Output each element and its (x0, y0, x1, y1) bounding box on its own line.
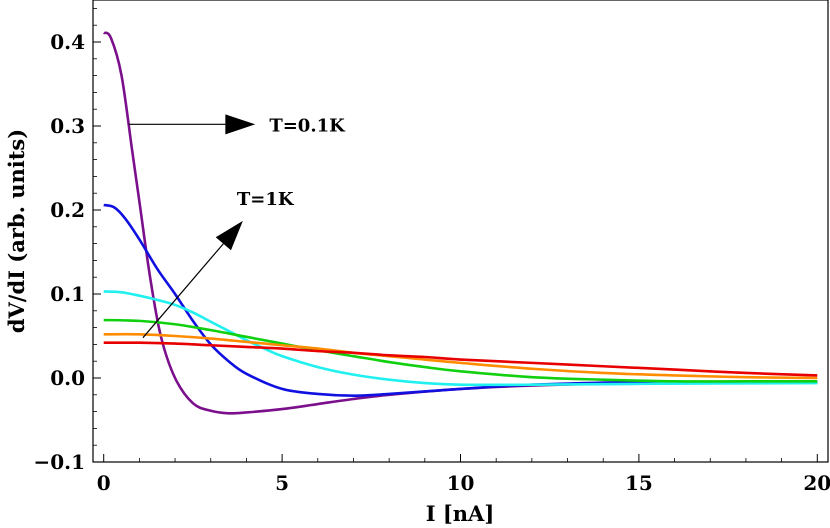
series-layer (102, 31, 818, 415)
x-tick-label: 15 (625, 471, 653, 495)
series-line-4 (103, 318, 818, 383)
series-line-1 (102, 31, 818, 415)
x-tick-label: 10 (447, 471, 475, 495)
y-tick-label: 0.0 (50, 366, 85, 390)
series-line-6 (103, 341, 818, 377)
annotation-layer: T=0.1K T=1K (128, 114, 346, 339)
annotation-label: T=1K (237, 189, 295, 210)
annotation-arrow-head (215, 220, 243, 251)
y-tick-label: 0.4 (50, 30, 85, 54)
x-tick-label: 20 (803, 471, 830, 495)
x-tick-label: 0 (97, 471, 111, 495)
y-tick-label: 0.3 (50, 114, 85, 138)
series-line-2 (103, 203, 818, 397)
y-tick-label: −0.1 (33, 450, 85, 474)
y-axis-title: dV/dI (arb. units) (4, 129, 29, 333)
annotation-arrow-head (225, 114, 256, 135)
plot-frame (92, 0, 829, 463)
ticks-layer: 0 5 10 15 20 −0.1 0.0 0.1 0.2 0.3 0.4 (33, 7, 830, 495)
x-tick-label: 5 (275, 471, 289, 495)
y-tick-label: 0.2 (50, 198, 85, 222)
y-tick-label: 0.1 (50, 282, 85, 306)
series-line-3 (103, 290, 818, 387)
annotation-arrow-line (142, 243, 224, 339)
x-axis-title: I [nA] (426, 501, 495, 526)
annotation-label: T=0.1K (269, 115, 346, 136)
